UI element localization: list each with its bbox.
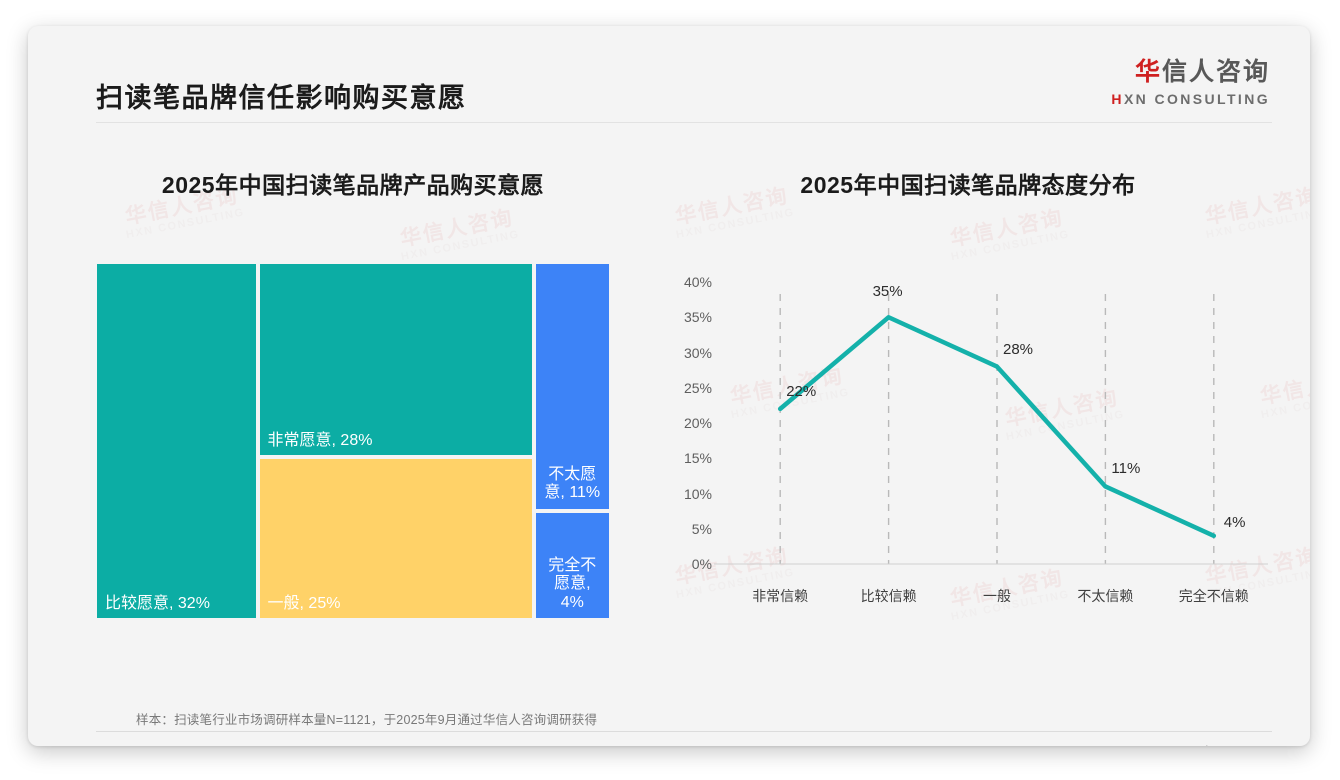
y-axis-tick: 0% [691,556,712,572]
treemap-chart: 比较愿意, 32% 非常愿意, 28% 一般, 25% 不太愿 意, 11% 完全不 愿意,… [95,262,611,620]
header-divider [96,122,1272,123]
treemap-cell[interactable]: 比较愿意, 32% [95,262,258,620]
chart-title-brand-attitude: 2025年中国扫读笔品牌态度分布 [800,172,1136,198]
footer-divider [96,731,1272,732]
brand-logo-en: HXN CONSULTING [1111,91,1270,107]
data-point-label: 22% [786,382,817,400]
treemap-cell-label: 比较愿意, 32% [105,595,210,612]
brand-logo-cn-rest: 信人咨询 [1161,58,1270,86]
brand-logo-cn: 华信人咨询 [1111,52,1270,88]
data-point-label: 28% [1003,340,1034,358]
treemap-cell-label: 一般, 25% [267,594,341,612]
sample-footnote: 样本：扫读笔行业市场调研样本量N=1121，于2025年9月通过华信人咨询调研获… [136,713,598,727]
slide-header: 扫读笔品牌信任影响购买意愿 华信人咨询 HXN CONSULTING [28,26,1310,120]
treemap-cell-label: 完全不 愿意, 4% [548,556,597,611]
y-axis-tick: 10% [683,485,712,502]
brand-logo-cn-accent: 华 [1134,58,1162,86]
data-point-label: 11% [1111,460,1141,478]
y-axis-tick: 35% [683,309,712,326]
line-chart-svg [714,294,1268,565]
treemap-cell[interactable]: 非常愿意, 28% [257,262,534,458]
page-title: 扫读笔品牌信任影响购买意愿 [96,83,467,113]
chart-panel-brand-attitude: 2025年中国扫读笔品牌态度分布 0% 5% 10% 15% 20% 25% 30% 35% 4… [648,166,1288,666]
x-axis-tick: 完全不信赖 [1178,588,1249,604]
y-axis-tick: 15% [683,450,712,467]
website-link[interactable]: www.hxrcon.com [1176,744,1270,746]
brand-logo: 华信人咨询 HXN CONSULTING [1111,52,1270,107]
brand-logo-en-accent: H [1111,91,1124,107]
treemap-cell[interactable]: 完全不 愿意, 4% [533,510,611,620]
y-axis-tick: 30% [683,344,712,361]
y-axis-tick: 40% [683,274,712,290]
brand-logo-en-rest: XN CONSULTING [1123,91,1270,107]
x-axis-tick: 不太信赖 [1077,588,1134,604]
line-series [777,315,1217,539]
treemap-cell-label: 不太愿 意, 11% [544,466,601,502]
y-axis-tick: 5% [691,520,712,537]
treemap-cell[interactable]: 一般, 25% [257,457,534,620]
data-point-label: 35% [872,283,903,301]
y-axis-tick: 25% [683,379,712,396]
x-axis-tick: 非常信赖 [752,588,809,604]
treemap-cell[interactable]: 不太愿 意, 11% [533,262,611,511]
slide-card: 华信人咨询 HXN CONSULTING 华信人咨询 HXN CONSULTING 华信… [28,26,1310,746]
treemap-cell-label: 非常愿意, 28% [267,432,373,450]
line-chart: 0% 5% 10% 15% 20% 25% 30% 35% 40% 非常信赖 比较信赖 一般 不太信赖 完… [668,262,1282,622]
data-point-label: 4% [1223,513,1246,531]
chart-panel-purchase-intent: 2025年中国扫读笔品牌产品购买意愿 比较愿意, 32% 非常愿意, 28% 一般,… [68,166,638,666]
y-axis-tick: 20% [683,415,712,431]
chart-title-purchase-intent: 2025年中国扫读笔品牌产品购买意愿 [161,172,545,198]
copyright-text: ©2025.11 HXR华信人咨询 [96,744,242,746]
x-axis-tick: 一般 [983,588,1011,604]
x-axis-tick: 比较信赖 [860,588,917,604]
